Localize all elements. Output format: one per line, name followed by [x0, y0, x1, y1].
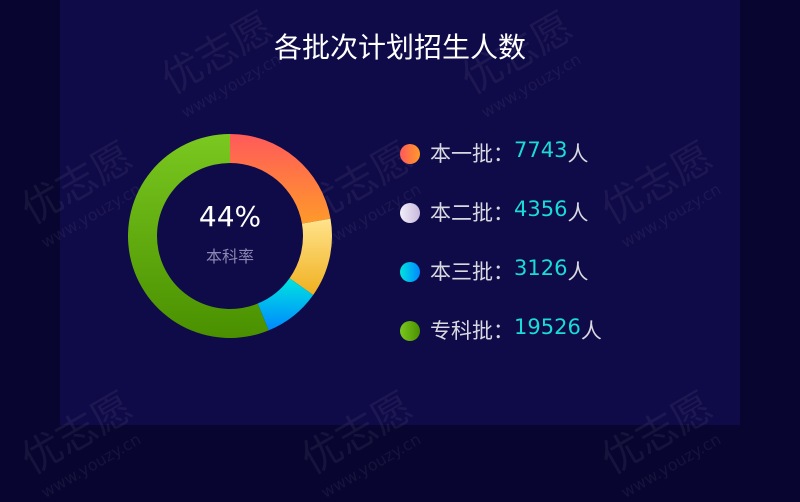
legend-name: 专科批 — [430, 319, 493, 343]
slice-本一批[interactable] — [230, 134, 331, 224]
legend-colon: ： — [493, 260, 514, 284]
donut-chart — [127, 134, 332, 338]
legend-dot-icon — [400, 262, 420, 282]
center-value: 44% — [198, 200, 262, 233]
legend-value: 3126 — [514, 256, 568, 280]
legend-unit: 人 — [567, 260, 589, 284]
legend-dot-icon — [400, 203, 420, 223]
center-label: 本科率 — [205, 247, 254, 266]
legend-dot-icon — [400, 144, 420, 164]
legend-colon: ： — [493, 319, 514, 343]
legend-item[interactable]: 本一批： 7743 人 — [400, 138, 602, 197]
legend-colon: ： — [493, 201, 514, 225]
slice-专科批[interactable] — [127, 134, 269, 338]
legend-value: 7743 — [514, 138, 568, 162]
legend: 本一批： 7743 人本二批： 4356 人本三批： 3126 人专科批： 19526 人 — [400, 138, 602, 374]
legend-name: 本一批 — [430, 142, 493, 166]
legend-unit: 人 — [567, 142, 589, 166]
legend-dot-icon — [400, 321, 420, 341]
legend-item[interactable]: 专科批： 19526 人 — [400, 315, 602, 374]
legend-name: 本三批 — [430, 260, 493, 284]
slice-本三批[interactable] — [257, 278, 314, 331]
legend-name: 本二批 — [430, 201, 493, 225]
legend-unit: 人 — [567, 201, 589, 225]
legend-value: 19526 — [514, 315, 581, 339]
legend-unit: 人 — [580, 319, 602, 343]
legend-value: 4356 — [514, 197, 568, 221]
legend-item[interactable]: 本三批： 3126 人 — [400, 256, 602, 315]
slice-本二批[interactable] — [289, 218, 332, 295]
legend-item[interactable]: 本二批： 4356 人 — [400, 197, 602, 256]
legend-colon: ： — [493, 142, 514, 166]
chart-title: 各批次计划招生人数 — [273, 31, 526, 64]
